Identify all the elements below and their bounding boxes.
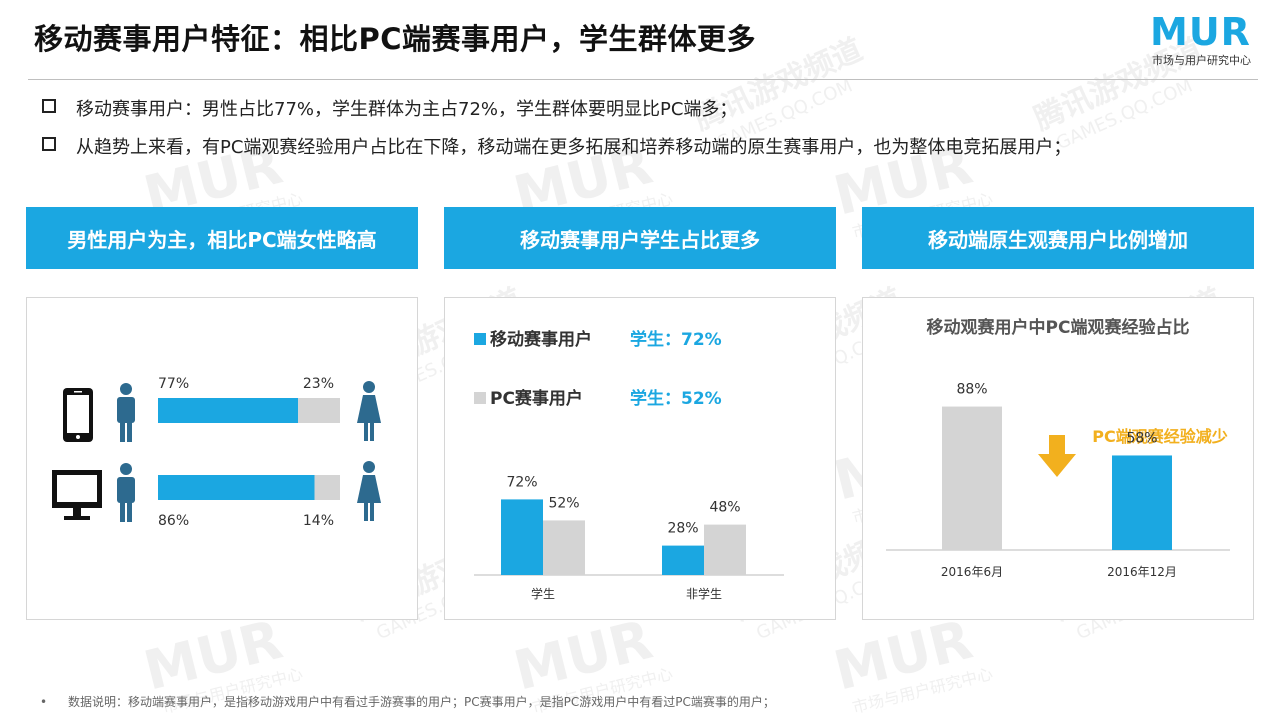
section-header-gender: 男性用户为主，相比PC端女性略高: [26, 207, 418, 269]
bar: [942, 406, 1002, 550]
bar: [1112, 455, 1172, 550]
bullet-item: 从趋势上来看，有PC端观赛经验用户占比在下降，移动端在更多拓展和培养移动端的原生…: [42, 133, 1071, 159]
legend-swatch-pc: [474, 392, 486, 404]
logo-text: MUR: [1150, 10, 1251, 54]
data-label: 48%: [709, 500, 740, 516]
data-label-male: 86%: [158, 513, 189, 529]
bullet-text: 从趋势上来看，有PC端观赛经验用户占比在下降，移动端在更多拓展和培养移动端的原生…: [76, 137, 1072, 158]
legend-note-mobile: 学生：72%: [630, 329, 722, 350]
female-icon: [357, 381, 381, 441]
female-icon: [357, 461, 381, 521]
native-chart: 移动观赛用户中PC端观赛经验占比 PC端观赛经验减少 88% 2016年6月 58%…: [886, 317, 1230, 579]
data-label: 58%: [1126, 430, 1157, 446]
male-icon: [117, 383, 135, 442]
footnote: 数据说明：移动端赛事用户，是指移动游戏用户中有看过手游赛事的用户；PC赛事用户，…: [68, 695, 775, 709]
gender-chart: 77% 23% 86% 14%: [52, 376, 381, 529]
panel-gender: [26, 297, 418, 620]
x-tick-label: 2016年6月: [941, 565, 1003, 579]
data-label-female: 23%: [303, 376, 334, 392]
bullet-square-icon: [42, 99, 56, 113]
bullet-item: 移动赛事用户：男性占比77%，学生群体为主占72%，学生群体要明显比PC端多；: [42, 95, 737, 121]
monitor-icon: [52, 470, 102, 520]
data-label: 88%: [956, 382, 987, 398]
x-tick-label: 学生: [531, 586, 555, 601]
bar-male: [158, 475, 315, 500]
student-chart: 移动赛事用户 学生：72% PC赛事用户 学生：52% 72% 52% 学生 28% 4…: [474, 329, 784, 601]
header-divider: [28, 79, 1258, 80]
page-title: 移动赛事用户特征：相比PC端赛事用户，学生群体更多: [34, 22, 757, 56]
mur-logo: MUR 市场与用户研究中心: [1150, 12, 1260, 72]
legend-swatch-mobile: [474, 333, 486, 345]
bar-mobile: [662, 545, 704, 575]
phone-icon: [63, 388, 93, 442]
bar-female: [314, 475, 340, 500]
footnote-bullet: •: [40, 695, 48, 709]
bar-pc: [543, 520, 585, 575]
legend-note-pc: 学生：52%: [630, 388, 722, 409]
down-arrow-icon: [1038, 435, 1076, 477]
legend-label-mobile: 移动赛事用户: [490, 329, 592, 350]
x-tick-label: 非学生: [686, 586, 722, 601]
data-label-female: 14%: [303, 513, 334, 529]
section-header-native: 移动端原生观赛用户比例增加: [862, 207, 1254, 269]
male-icon: [117, 463, 135, 522]
data-label: 72%: [506, 474, 537, 490]
x-tick-label: 2016年12月: [1107, 565, 1177, 579]
bullet-text: 移动赛事用户：男性占比77%，学生群体为主占72%，学生群体要明显比PC端多；: [76, 99, 738, 120]
bar-female: [298, 398, 340, 423]
data-label: 52%: [548, 495, 579, 511]
logo-subtitle: 市场与用户研究中心: [1152, 54, 1251, 67]
data-label-male: 77%: [158, 376, 189, 392]
chart-title: 移动观赛用户中PC端观赛经验占比: [927, 317, 1190, 338]
bullet-square-icon: [42, 137, 56, 151]
legend-label-pc: PC赛事用户: [490, 388, 583, 409]
bar-male: [158, 398, 299, 423]
chart-annotation: PC端观赛经验减少: [1092, 427, 1227, 446]
legend: 移动赛事用户 学生：72% PC赛事用户 学生：52%: [474, 329, 722, 409]
bar-mobile: [501, 499, 543, 575]
section-header-student: 移动赛事用户学生占比更多: [444, 207, 836, 269]
bar-pc: [704, 524, 746, 575]
data-label: 28%: [667, 521, 698, 537]
